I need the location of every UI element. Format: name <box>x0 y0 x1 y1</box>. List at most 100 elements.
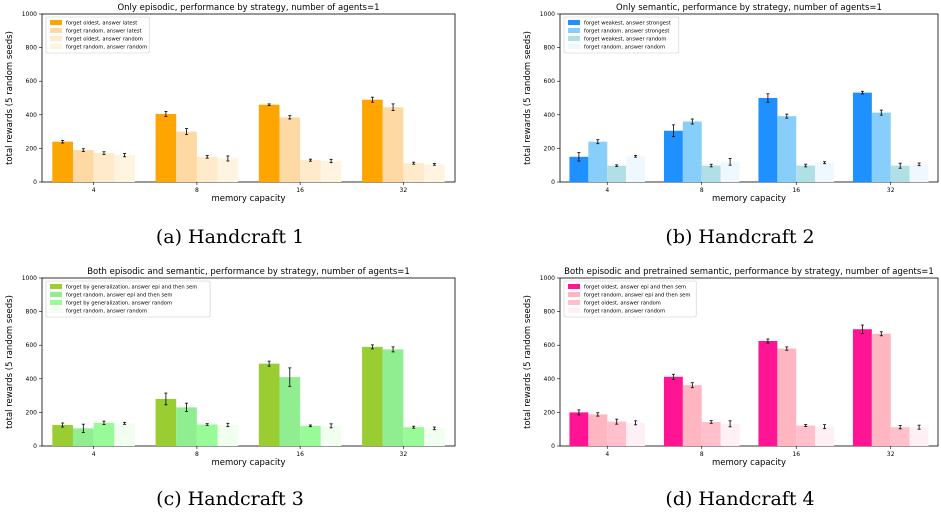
y-tick-label: 800 <box>544 309 556 316</box>
legend-swatch <box>568 292 580 297</box>
x-axis-label: memory capacity <box>712 458 786 468</box>
x-axis-label: memory capacity <box>712 194 786 204</box>
legend-label: forget random, answer latest <box>66 29 142 35</box>
bar <box>588 141 608 182</box>
legend-swatch <box>568 36 580 41</box>
bar <box>852 329 872 446</box>
bar <box>682 121 702 182</box>
bar <box>758 98 778 182</box>
y-tick-label: 200 <box>26 145 38 152</box>
y-tick-label: 800 <box>544 45 556 52</box>
panel-caption: (d) Handcraft 4 <box>665 488 814 510</box>
y-tick-label: 0 <box>33 179 37 186</box>
bar <box>382 349 404 446</box>
bar <box>217 158 239 182</box>
legend-label: forget random, answer random <box>66 309 147 315</box>
bar <box>777 116 797 182</box>
bar <box>663 130 683 182</box>
y-tick-label: 400 <box>26 112 38 119</box>
bar <box>114 423 135 446</box>
bar <box>155 398 177 446</box>
x-tick-label: 32 <box>887 187 895 194</box>
bar <box>52 425 73 446</box>
bar <box>909 427 929 446</box>
bar <box>720 423 740 446</box>
bar <box>815 426 835 446</box>
bar <box>569 156 589 182</box>
legend-box <box>45 280 211 318</box>
legend-box <box>45 16 150 54</box>
bar <box>796 425 816 446</box>
legend-swatch <box>50 284 62 289</box>
x-tick-label: 8 <box>700 187 704 194</box>
bar <box>871 333 891 446</box>
y-tick-label: 600 <box>26 78 38 85</box>
bar <box>682 385 702 446</box>
bar <box>607 165 627 182</box>
bar <box>279 117 301 182</box>
x-tick-label: 16 <box>296 451 304 458</box>
y-tick-label: 800 <box>26 309 38 316</box>
y-tick-label: 200 <box>544 145 556 152</box>
bar <box>72 150 94 182</box>
bar <box>93 153 115 182</box>
legend-label: forget random, answer random <box>66 45 147 51</box>
bar <box>701 421 721 446</box>
bar <box>320 425 342 446</box>
bar <box>300 425 321 446</box>
x-tick-label: 4 <box>92 187 96 194</box>
bar <box>424 164 445 182</box>
legend-label: forget by generalization, answer random <box>66 301 172 307</box>
legend-label: forget random, answer random <box>584 45 665 51</box>
bar <box>890 427 910 446</box>
chart-title: Both episodic and semantic, performance … <box>87 267 410 277</box>
legend-label: forget weakest, answer random <box>584 37 666 43</box>
bar <box>720 161 740 182</box>
x-tick-label: 4 <box>605 451 609 458</box>
x-tick-label: 16 <box>296 187 304 194</box>
legend-swatch <box>50 292 62 297</box>
bar <box>320 161 342 182</box>
legend-swatch <box>568 28 580 33</box>
bar <box>403 427 425 446</box>
bar <box>176 407 197 446</box>
bar <box>890 165 910 182</box>
chart-panel-3: Both episodic and semantic, performance … <box>5 267 456 510</box>
y-tick-label: 600 <box>544 78 556 85</box>
bar <box>796 165 816 182</box>
bar <box>701 165 721 182</box>
bar <box>663 376 683 446</box>
x-tick-label: 4 <box>92 451 96 458</box>
bar <box>362 346 383 446</box>
bar <box>626 156 646 182</box>
legend-swatch <box>568 20 580 25</box>
bar <box>72 428 94 446</box>
x-tick-label: 32 <box>400 187 408 194</box>
y-tick-label: 800 <box>26 45 38 52</box>
y-axis-label: total rewards (5 random seeds) <box>5 31 15 165</box>
x-tick-label: 8 <box>195 187 199 194</box>
y-axis-label: total rewards (5 random seeds) <box>523 31 533 165</box>
bar <box>871 112 891 182</box>
bar <box>588 414 608 446</box>
y-tick-label: 1000 <box>22 11 37 18</box>
bar <box>300 160 321 182</box>
y-tick-label: 1000 <box>540 11 555 18</box>
x-tick-label: 8 <box>195 451 199 458</box>
bar <box>114 155 135 182</box>
bar <box>815 162 835 182</box>
y-tick-label: 200 <box>544 409 556 416</box>
legend-label: forget weakest, answer strongest <box>584 21 671 27</box>
bar <box>909 164 929 182</box>
chart-title: Only semantic, performance by strategy, … <box>616 3 882 13</box>
y-tick-label: 400 <box>26 376 38 383</box>
x-tick-label: 16 <box>792 187 800 194</box>
y-tick-label: 0 <box>551 443 555 450</box>
x-tick-label: 8 <box>700 451 704 458</box>
legend-label: forget random, answer epi and then sem <box>584 293 690 299</box>
bar <box>93 422 115 446</box>
x-tick-label: 32 <box>400 451 408 458</box>
legend-swatch <box>50 300 62 305</box>
y-axis-label: total rewards (5 random seeds) <box>523 295 533 429</box>
